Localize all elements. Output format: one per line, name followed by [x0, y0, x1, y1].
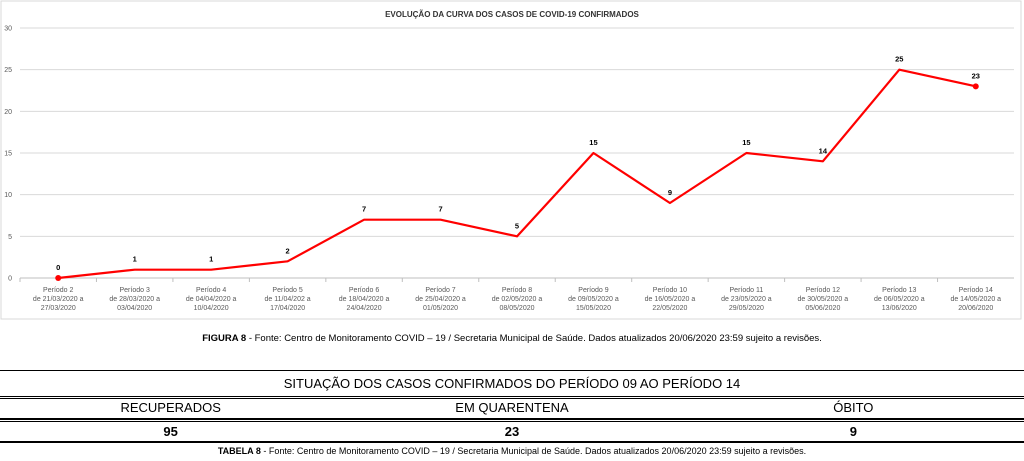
y-tick-label: 15 — [4, 151, 12, 158]
x-tick-label: Período 12 de 30/05/2020 a 05/06/2020 — [798, 287, 849, 312]
table-value-row: 95 23 9 — [0, 424, 1024, 440]
table-rule-3 — [0, 418, 1024, 420]
data-label: 15 — [589, 138, 597, 147]
y-tick-label: 10 — [4, 192, 12, 199]
table-caption: TABELA 8 - Fonte: Centro de Monitorament… — [0, 446, 1024, 456]
series-start-marker — [55, 275, 62, 281]
x-tick-label: Período 14 de 14/05/2020 a 20/06/2020 — [950, 287, 1001, 312]
y-tick-label: 5 — [8, 234, 12, 241]
table-bottom-rule — [0, 441, 1024, 443]
series-end-marker — [972, 83, 979, 90]
x-tick-label: Período 10 de 16/05/2020 a 22/05/2020 — [645, 287, 696, 312]
y-tick-label: 30 — [4, 26, 12, 33]
data-label: 23 — [972, 71, 980, 80]
y-tick-label: 20 — [4, 109, 12, 116]
data-label: 9 — [668, 188, 672, 197]
x-tick-label: Período 3 de 28/03/2020 a 03/04/2020 — [109, 287, 160, 312]
x-tick-label: Período 2 de 21/03/2020 a 27/03/2020 — [33, 287, 84, 312]
y-tick-label: 0 — [8, 276, 12, 283]
data-label: 7 — [438, 205, 442, 214]
table-rule-2 — [0, 398, 1024, 399]
data-label-layer: 0 1 1 2 7 7 5 15 9 15 14 25 23 — [56, 55, 980, 272]
data-label: 1 — [209, 255, 213, 264]
grid-layer — [20, 27, 1014, 279]
value-recuperados: 95 — [163, 424, 178, 439]
x-tick-label: Período 6 de 18/04/2020 a 24/04/2020 — [339, 287, 390, 312]
table-header-row: RECUPERADOS EM QUARENTENA ÓBITO — [0, 400, 1024, 416]
data-label: 14 — [819, 146, 828, 155]
x-axis: Período 2 de 21/03/2020 a 27/03/2020 Períod… — [19, 278, 1001, 312]
x-tick-label: Período 9 de 09/05/2020 a 15/05/2020 — [568, 287, 619, 312]
x-tick-label: Período 7 de 25/04/2020 a 01/05/2020 — [415, 287, 466, 312]
figure-caption-text: - Fonte: Centro de Monitoramento COVID –… — [246, 333, 822, 344]
value-obito: 9 — [849, 424, 857, 439]
y-tick-label: 25 — [4, 67, 12, 74]
data-label: 5 — [515, 221, 519, 230]
chart-svg: EVOLUÇÃO DA CURVA DOS CASOS DE COVID-19 … — [0, 0, 1022, 320]
data-label: 7 — [362, 205, 366, 214]
header-recuperados: RECUPERADOS — [120, 400, 221, 415]
header-obito: ÓBITO — [833, 400, 874, 415]
data-label: 25 — [895, 55, 903, 64]
series-line — [58, 68, 977, 280]
value-em-quarentena: 23 — [504, 424, 520, 439]
chart-frame — [0, 0, 1022, 320]
series-layer — [55, 68, 979, 281]
x-tick-label: Período 11 de 23/05/2020 a 29/05/2020 — [721, 287, 772, 312]
table-rule-4 — [0, 421, 1024, 422]
x-tick-label: Período 4 de 04/04/2020 a 10/04/2020 — [186, 287, 237, 312]
x-tick-label: Período 5 de 11/04/202 a 17/04/2020 — [265, 287, 311, 312]
table-title: SITUAÇÃO DOS CASOS CONFIRMADOS DO PERÍOD… — [283, 376, 741, 391]
table-rule-1 — [0, 396, 1024, 397]
line-chart: EVOLUÇÃO DA CURVA DOS CASOS DE COVID-19 … — [0, 0, 1022, 320]
data-label: 15 — [742, 138, 750, 147]
x-tick-label: Período 8 de 02/05/2020 a 08/05/2020 — [492, 287, 543, 312]
figure-caption: FIGURA 8 - Fonte: Centro de Monitorament… — [0, 333, 1024, 344]
table-caption-text: - Fonte: Centro de Monitoramento COVID –… — [260, 446, 807, 456]
table-top-rule — [0, 370, 1024, 371]
data-label: 2 — [286, 246, 290, 255]
data-label: 1 — [133, 255, 137, 264]
y-axis: 0 5 10 15 20 25 30 — [4, 26, 12, 283]
figure-caption-label: FIGURA 8 — [202, 333, 247, 344]
x-tick-label: Período 13 de 06/05/2020 a 13/06/2020 — [874, 287, 925, 312]
table-caption-label: TABELA 8 — [217, 446, 261, 456]
data-label: 0 — [56, 263, 60, 272]
chart-title: EVOLUÇÃO DA CURVA DOS CASOS DE COVID-19 … — [385, 10, 639, 19]
header-em-quarentena: EM QUARENTENA — [455, 400, 569, 415]
